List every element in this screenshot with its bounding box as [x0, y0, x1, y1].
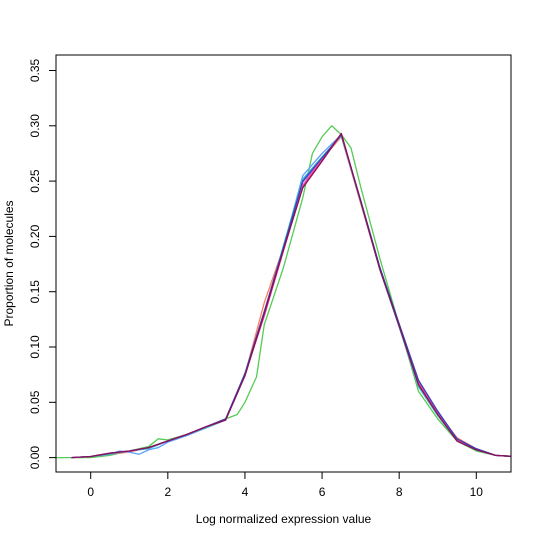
- series-line-2: [71, 136, 511, 459]
- series-line-5: [71, 133, 511, 459]
- series-line-3: [71, 133, 511, 459]
- series-line-7: [71, 133, 511, 459]
- x-tick-label: 8: [396, 485, 403, 499]
- y-tick-label: 0.05: [28, 390, 42, 414]
- series-line-1: [56, 125, 511, 459]
- x-tick-label: 10: [470, 485, 484, 499]
- y-axis-title: Proportion of molecules: [2, 200, 16, 326]
- x-tick-label: 2: [164, 485, 171, 499]
- y-tick-label: 0.30: [28, 114, 42, 138]
- y-tick-label: 0.35: [28, 58, 42, 82]
- y-tick-label: 0.25: [28, 169, 42, 193]
- series-line-6: [71, 132, 511, 459]
- y-tick-label: 0.00: [28, 446, 42, 470]
- x-axis-title: Log normalized expression value: [196, 512, 372, 526]
- x-tick-label: 4: [242, 485, 249, 499]
- x-tick-label: 6: [319, 485, 326, 499]
- series-line-8: [71, 132, 511, 459]
- y-tick-label: 0.15: [28, 280, 42, 304]
- plot-frame: [55, 54, 512, 473]
- y-tick-label: 0.10: [28, 335, 42, 359]
- y-axis: 0.00 0.05 0.10 0.15 0.20 0.25 0.30 0.35: [28, 58, 56, 469]
- y-tick-label: 0.20: [28, 224, 42, 248]
- x-tick-label: 0: [87, 485, 94, 499]
- series-line-4: [71, 135, 511, 459]
- series-layer: [56, 125, 511, 459]
- x-axis: 0 2 4 6 8 10: [87, 472, 483, 499]
